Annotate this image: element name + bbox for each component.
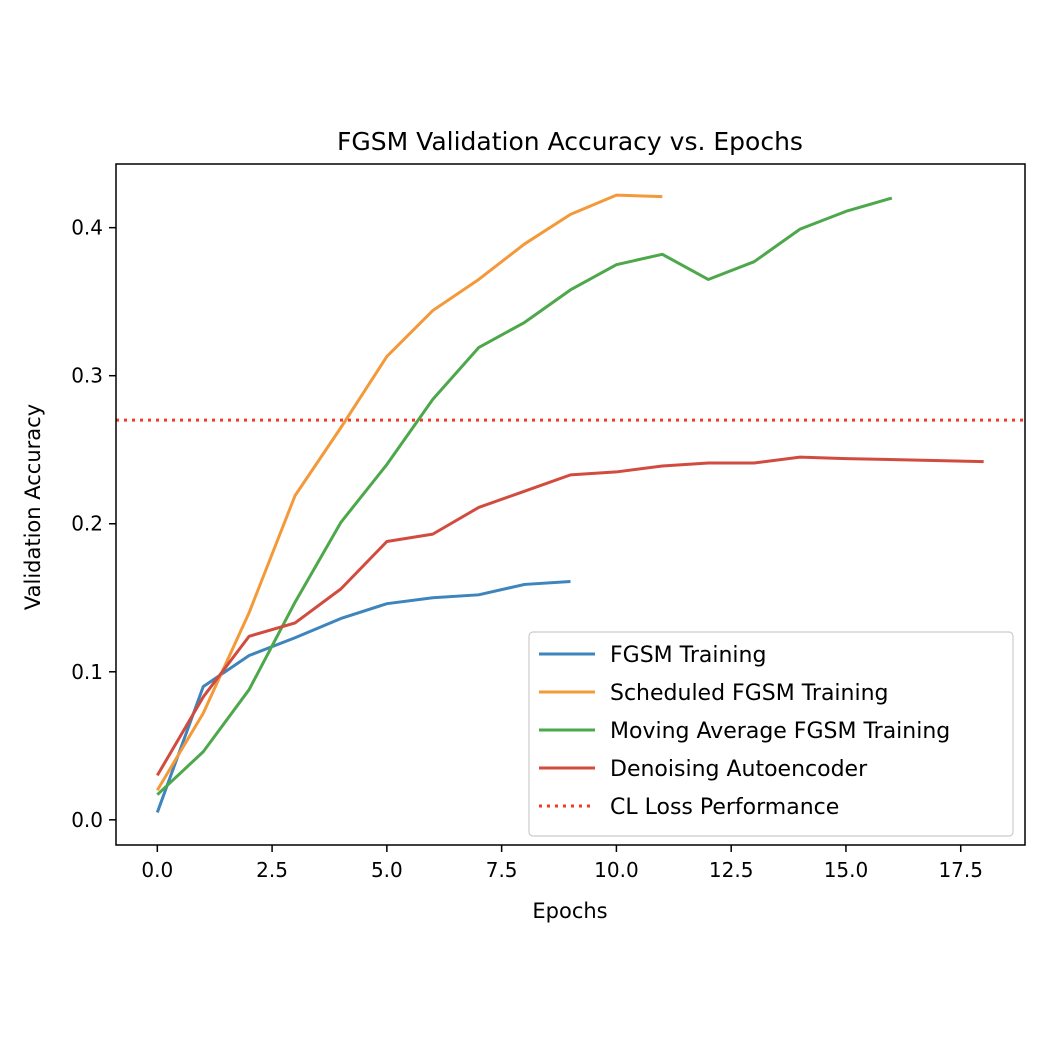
x-axis-label: Epochs: [532, 899, 607, 923]
y-tick-label: 0.3: [71, 364, 103, 388]
y-tick-label: 0.1: [71, 660, 103, 684]
chart-title: FGSM Validation Accuracy vs. Epochs: [337, 127, 803, 156]
series-line-3: [156, 455, 984, 777]
legend-label: FGSM Training: [610, 643, 766, 668]
x-tick-label: 15.0: [824, 858, 869, 882]
x-tick-label: 12.5: [709, 858, 754, 882]
series-line-0: [155, 579, 571, 813]
y-tick-label: 0.2: [71, 512, 103, 536]
legend: FGSM Training Scheduled FGSM Training Movi…: [528, 631, 1014, 837]
series-line-2: [156, 196, 893, 796]
plot-frame: [115, 163, 1026, 846]
x-tick-label: 0.0: [141, 858, 173, 882]
x-tick-label: 10.0: [594, 858, 639, 882]
series-lines: [116, 193, 1025, 813]
legend-label: CL Loss Performance: [610, 795, 839, 820]
legend-label: Denoising Autoencoder: [610, 757, 868, 782]
x-tick-label: 17.5: [938, 858, 983, 882]
x-tick-label: 7.5: [486, 858, 518, 882]
y-axis-label: Validation Accuracy: [21, 404, 45, 610]
y-tick-label: 0.0: [71, 808, 103, 832]
plot-area: 0.0 2.5 5.0 7.5 10.0 12.5 15.0 17.5 0.0 0.1 0.2 0.3…: [71, 163, 1026, 882]
x-tick-label: 5.0: [371, 858, 403, 882]
legend-label: Scheduled FGSM Training: [610, 681, 889, 706]
series-line-1: [156, 193, 663, 791]
legend-box: [528, 631, 1014, 837]
y-tick-label: 0.4: [71, 216, 103, 240]
legend-label: Moving Average FGSM Training: [610, 719, 950, 744]
x-tick-label: 2.5: [256, 858, 288, 882]
